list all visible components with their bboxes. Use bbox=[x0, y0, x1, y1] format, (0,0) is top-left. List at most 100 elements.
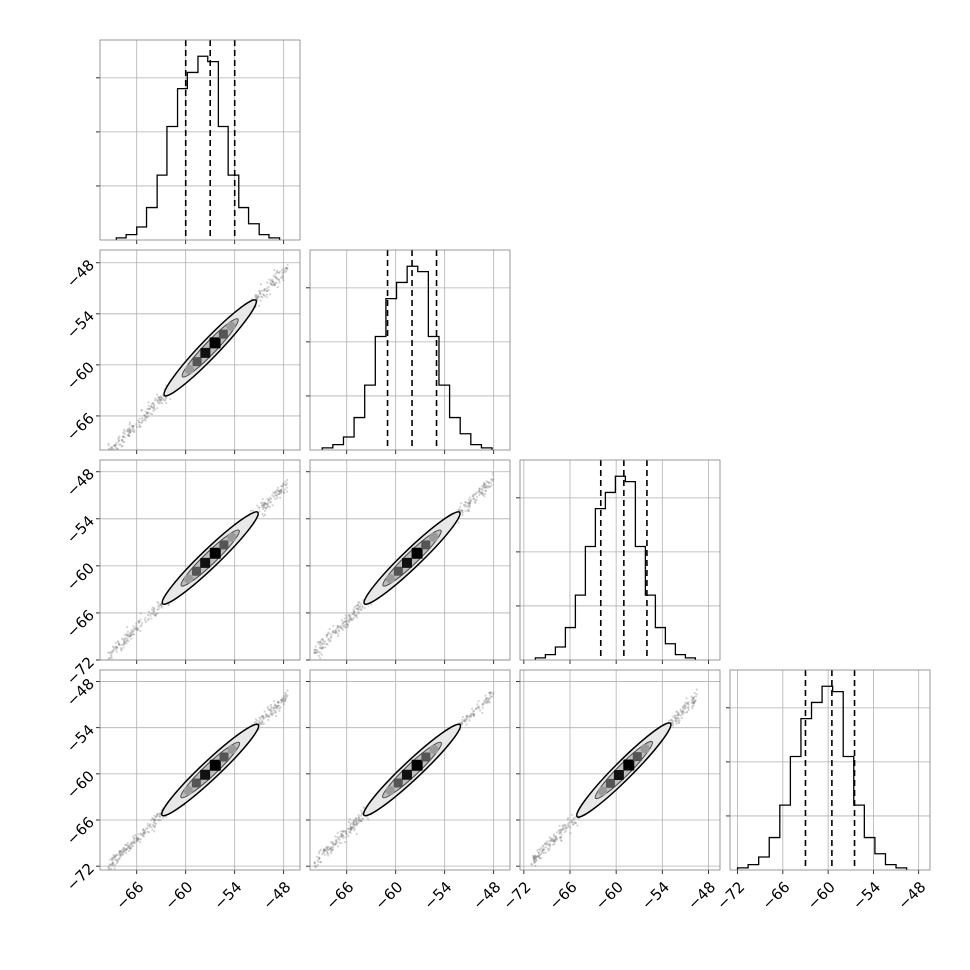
scatter-point bbox=[259, 501, 263, 504]
scatter-point bbox=[261, 720, 264, 723]
scatter-point bbox=[115, 648, 118, 651]
scatter-point bbox=[156, 401, 159, 404]
scatter-point bbox=[119, 443, 122, 446]
scatter-point bbox=[359, 819, 362, 822]
scatter-point bbox=[254, 295, 257, 298]
scatter-point bbox=[128, 426, 131, 429]
scatter-point bbox=[256, 294, 259, 297]
x-tick-label: −60 bbox=[592, 878, 627, 913]
scatter-point bbox=[543, 842, 547, 846]
scatter-point bbox=[492, 478, 495, 481]
scatter-point bbox=[358, 818, 361, 822]
scatter-point bbox=[275, 271, 279, 274]
scatter-point bbox=[261, 505, 264, 508]
scatter-point bbox=[478, 493, 481, 497]
scatter-point bbox=[122, 639, 126, 642]
scatter-point bbox=[477, 700, 480, 703]
scatter-point bbox=[334, 842, 337, 845]
scatter-point bbox=[131, 427, 134, 430]
scatter-point bbox=[360, 814, 363, 817]
scatter-point bbox=[326, 846, 329, 849]
scatter-point bbox=[533, 857, 536, 860]
scatter-point bbox=[152, 406, 155, 409]
scatter-point bbox=[150, 818, 153, 822]
scatter-point bbox=[355, 616, 359, 619]
scatter-point bbox=[326, 852, 330, 855]
scatter-point bbox=[285, 490, 289, 493]
scatter-point bbox=[275, 277, 278, 280]
scatter-point bbox=[107, 442, 110, 445]
scatter-point bbox=[143, 414, 146, 417]
scatter-point bbox=[274, 494, 277, 497]
scatter-point bbox=[692, 701, 695, 704]
scatter-point bbox=[118, 858, 121, 861]
scatter-point bbox=[541, 851, 544, 854]
scatter-point bbox=[112, 448, 115, 450]
scatter-point bbox=[267, 718, 270, 722]
density-blob bbox=[200, 347, 211, 358]
scatter-point bbox=[358, 818, 361, 822]
scatter-point bbox=[692, 696, 695, 700]
scatter-point bbox=[111, 645, 114, 648]
scatter-point bbox=[346, 828, 349, 831]
scatter-point bbox=[564, 826, 567, 829]
scatter-point bbox=[537, 854, 540, 858]
scatter-point bbox=[561, 824, 565, 827]
scatter-point bbox=[115, 441, 118, 444]
scatter-point bbox=[157, 398, 161, 401]
scatter-point bbox=[144, 419, 147, 422]
scatter-point bbox=[482, 483, 486, 487]
scatter-point bbox=[352, 821, 355, 824]
y-tick-label: −48 bbox=[63, 465, 98, 500]
scatter-point bbox=[137, 838, 140, 841]
scatter-point bbox=[695, 693, 698, 696]
scatter-point bbox=[332, 629, 335, 632]
scatter-point bbox=[475, 499, 478, 502]
scatter-point bbox=[349, 829, 353, 832]
scatter-point bbox=[120, 853, 123, 856]
scatter-point bbox=[532, 857, 536, 860]
scatter-point bbox=[127, 849, 131, 852]
scatter-point bbox=[490, 484, 493, 487]
scatter-point bbox=[272, 491, 275, 494]
scatter-point bbox=[116, 447, 119, 450]
scatter-point bbox=[274, 704, 277, 707]
scatter-point bbox=[324, 646, 327, 649]
histogram-panel-1 bbox=[96, 39, 301, 244]
scatter-point bbox=[353, 829, 356, 832]
scatter-point bbox=[537, 855, 540, 858]
scatter-point bbox=[125, 848, 129, 851]
scatter-point bbox=[483, 485, 487, 489]
scatter-point bbox=[335, 630, 338, 633]
scatter-point bbox=[558, 824, 561, 827]
scatter-point bbox=[165, 401, 168, 405]
scatter-point bbox=[554, 838, 558, 841]
scatter-point bbox=[322, 646, 325, 649]
scatter-point bbox=[473, 493, 476, 496]
scatter-point bbox=[325, 642, 328, 645]
scatter-point bbox=[153, 408, 157, 411]
scatter-point bbox=[151, 412, 154, 416]
scatter-point bbox=[147, 613, 150, 617]
scatter-point bbox=[277, 701, 281, 704]
scatter-point bbox=[471, 494, 474, 498]
scatter-point bbox=[461, 718, 464, 721]
scatter-point bbox=[332, 631, 335, 634]
scatter-point bbox=[131, 424, 134, 428]
panel-frame bbox=[729, 669, 931, 871]
scatter-point bbox=[313, 651, 316, 655]
scatter-point bbox=[127, 428, 130, 431]
scatter-point bbox=[357, 821, 360, 824]
scatter-point bbox=[353, 613, 356, 617]
scatter-point bbox=[279, 706, 282, 709]
scatter-point bbox=[134, 627, 137, 630]
scatter-point bbox=[267, 501, 270, 504]
scatter-point bbox=[259, 292, 262, 296]
scatter-point bbox=[136, 419, 140, 422]
scatter-point bbox=[465, 718, 468, 721]
scatter-point bbox=[325, 845, 328, 848]
scatter-point bbox=[277, 271, 281, 274]
scatter-point bbox=[120, 445, 123, 448]
scatter-point bbox=[143, 831, 146, 834]
scatter-point bbox=[273, 284, 277, 287]
